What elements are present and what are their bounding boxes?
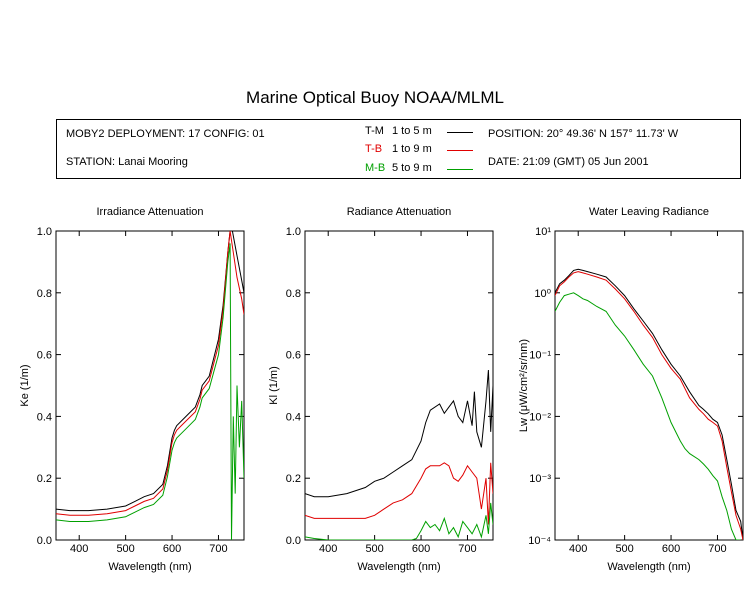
y-tick-label-2-5: 10¹ bbox=[535, 226, 551, 238]
x-tick-label-2-3: 700 bbox=[708, 543, 726, 555]
series-line-0-m-b bbox=[56, 243, 244, 540]
legend-line-tm bbox=[447, 132, 473, 133]
x-tick-label-0-2: 600 bbox=[163, 543, 181, 555]
y-tick-label-2-0: 10⁻⁴ bbox=[528, 535, 551, 547]
series-line-1-m-b bbox=[305, 502, 493, 540]
x-tick-label-2-1: 500 bbox=[615, 543, 633, 555]
series-line-2-m-b bbox=[555, 292, 741, 540]
chart-title-2: Water Leaving Radiance bbox=[589, 206, 709, 218]
legend-code-mb: M-B bbox=[365, 162, 386, 174]
y-tick-label-2-4: 10⁰ bbox=[534, 288, 551, 300]
y-tick-label-0-2: 0.4 bbox=[37, 411, 52, 423]
x-axis-label-2: Wavelength (nm) bbox=[607, 561, 690, 573]
y-tick-label-1-3: 0.6 bbox=[286, 350, 301, 362]
legend-line-tb bbox=[447, 150, 473, 151]
x-tick-label-2-0: 400 bbox=[569, 543, 587, 555]
chart-title-0: Irradiance Attenuation bbox=[96, 206, 203, 218]
position-text: POSITION: 20° 49.36' N 157° 11.73' W bbox=[488, 128, 679, 140]
y-tick-label-1-4: 0.8 bbox=[286, 288, 301, 300]
legend-range-mb: 5 to 9 m bbox=[392, 162, 432, 174]
plot-frame-2 bbox=[554, 230, 744, 541]
y-tick-label-0-3: 0.6 bbox=[37, 350, 52, 362]
station-text: STATION: Lanai Mooring bbox=[66, 156, 188, 168]
series-line-0-t-m bbox=[56, 231, 244, 512]
chart-main-title: Marine Optical Buoy NOAA/MLML bbox=[246, 88, 504, 107]
x-tick-label-0-1: 500 bbox=[116, 543, 134, 555]
y-tick-label-0-5: 1.0 bbox=[37, 226, 52, 238]
y-tick-label-2-2: 10⁻² bbox=[529, 411, 551, 423]
deployment-text: MOBY2 DEPLOYMENT: 17 CONFIG: 01 bbox=[66, 128, 265, 140]
plot-frame-0 bbox=[55, 230, 245, 541]
y-tick-label-2-3: 10⁻¹ bbox=[529, 350, 551, 362]
y-tick-label-2-1: 10⁻³ bbox=[529, 473, 551, 485]
series-line-2-t-b bbox=[555, 271, 743, 540]
x-axis-label-0: Wavelength (nm) bbox=[108, 561, 191, 573]
legend-range-tb: 1 to 9 m bbox=[392, 143, 432, 155]
y-tick-label-0-4: 0.8 bbox=[37, 288, 52, 300]
y-axis-label-2: Lw (μW/cm²/sr/nm) bbox=[518, 339, 530, 432]
plot-frame-1 bbox=[304, 230, 494, 541]
y-tick-label-1-0: 0.0 bbox=[286, 535, 301, 547]
x-tick-label-0-0: 400 bbox=[70, 543, 88, 555]
y-tick-label-1-2: 0.4 bbox=[286, 411, 301, 423]
date-text: DATE: 21:09 (GMT) 05 Jun 2001 bbox=[488, 156, 649, 168]
x-tick-label-1-1: 500 bbox=[365, 543, 383, 555]
legend-line-mb bbox=[447, 169, 473, 170]
series-line-2-t-m bbox=[555, 268, 743, 540]
deployment-info-box: MOBY2 DEPLOYMENT: 17 CONFIG: 01 STATION:… bbox=[56, 119, 741, 179]
x-tick-label-1-3: 700 bbox=[458, 543, 476, 555]
y-tick-label-0-0: 0.0 bbox=[37, 535, 52, 547]
series-line-1-t-m bbox=[305, 369, 493, 498]
x-tick-label-1-2: 600 bbox=[412, 543, 430, 555]
legend-code-tm: T-M bbox=[365, 125, 384, 137]
legend-code-tb: T-B bbox=[365, 143, 383, 155]
x-tick-label-2-2: 600 bbox=[662, 543, 680, 555]
legend-range-tm: 1 to 5 m bbox=[392, 125, 432, 137]
x-tick-label-1-0: 400 bbox=[319, 543, 337, 555]
y-tick-label-1-1: 0.2 bbox=[286, 473, 301, 485]
y-axis-label-1: Kl (1/m) bbox=[268, 366, 280, 405]
x-tick-label-0-3: 700 bbox=[209, 543, 227, 555]
x-axis-label-1: Wavelength (nm) bbox=[357, 561, 440, 573]
y-tick-label-0-1: 0.2 bbox=[37, 473, 52, 485]
y-axis-label-0: Ke (1/m) bbox=[19, 364, 31, 406]
y-tick-label-1-5: 1.0 bbox=[286, 226, 301, 238]
series-line-1-t-b bbox=[305, 462, 493, 525]
series-line-0-t-b bbox=[56, 231, 244, 516]
chart-title-1: Radiance Attenuation bbox=[347, 206, 452, 218]
